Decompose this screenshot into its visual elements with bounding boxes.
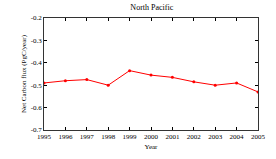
- svg-text:-0.2: -0.2: [31, 14, 43, 22]
- svg-text:1999: 1999: [123, 133, 138, 141]
- svg-text:2003: 2003: [208, 133, 223, 141]
- svg-text:2004: 2004: [230, 133, 245, 141]
- svg-text:-0.3: -0.3: [31, 37, 43, 45]
- svg-text:2005: 2005: [251, 133, 266, 141]
- svg-text:-0.6: -0.6: [31, 104, 43, 112]
- svg-text:1998: 1998: [101, 133, 116, 141]
- svg-text:1997: 1997: [80, 133, 95, 141]
- svg-text:2000: 2000: [144, 133, 159, 141]
- svg-text:2001: 2001: [165, 133, 180, 141]
- svg-text:-0.5: -0.5: [31, 82, 43, 90]
- svg-text:1996: 1996: [58, 133, 73, 141]
- svg-text:Year: Year: [145, 143, 159, 151]
- svg-text:North Pacific: North Pacific: [130, 3, 173, 12]
- svg-text:-0.4: -0.4: [31, 59, 43, 67]
- svg-text:Net Carbon flux (PgC/year): Net Carbon flux (PgC/year): [20, 34, 28, 113]
- svg-text:-0.7: -0.7: [31, 126, 43, 134]
- svg-text:1995: 1995: [37, 133, 52, 141]
- svg-text:2002: 2002: [187, 133, 202, 141]
